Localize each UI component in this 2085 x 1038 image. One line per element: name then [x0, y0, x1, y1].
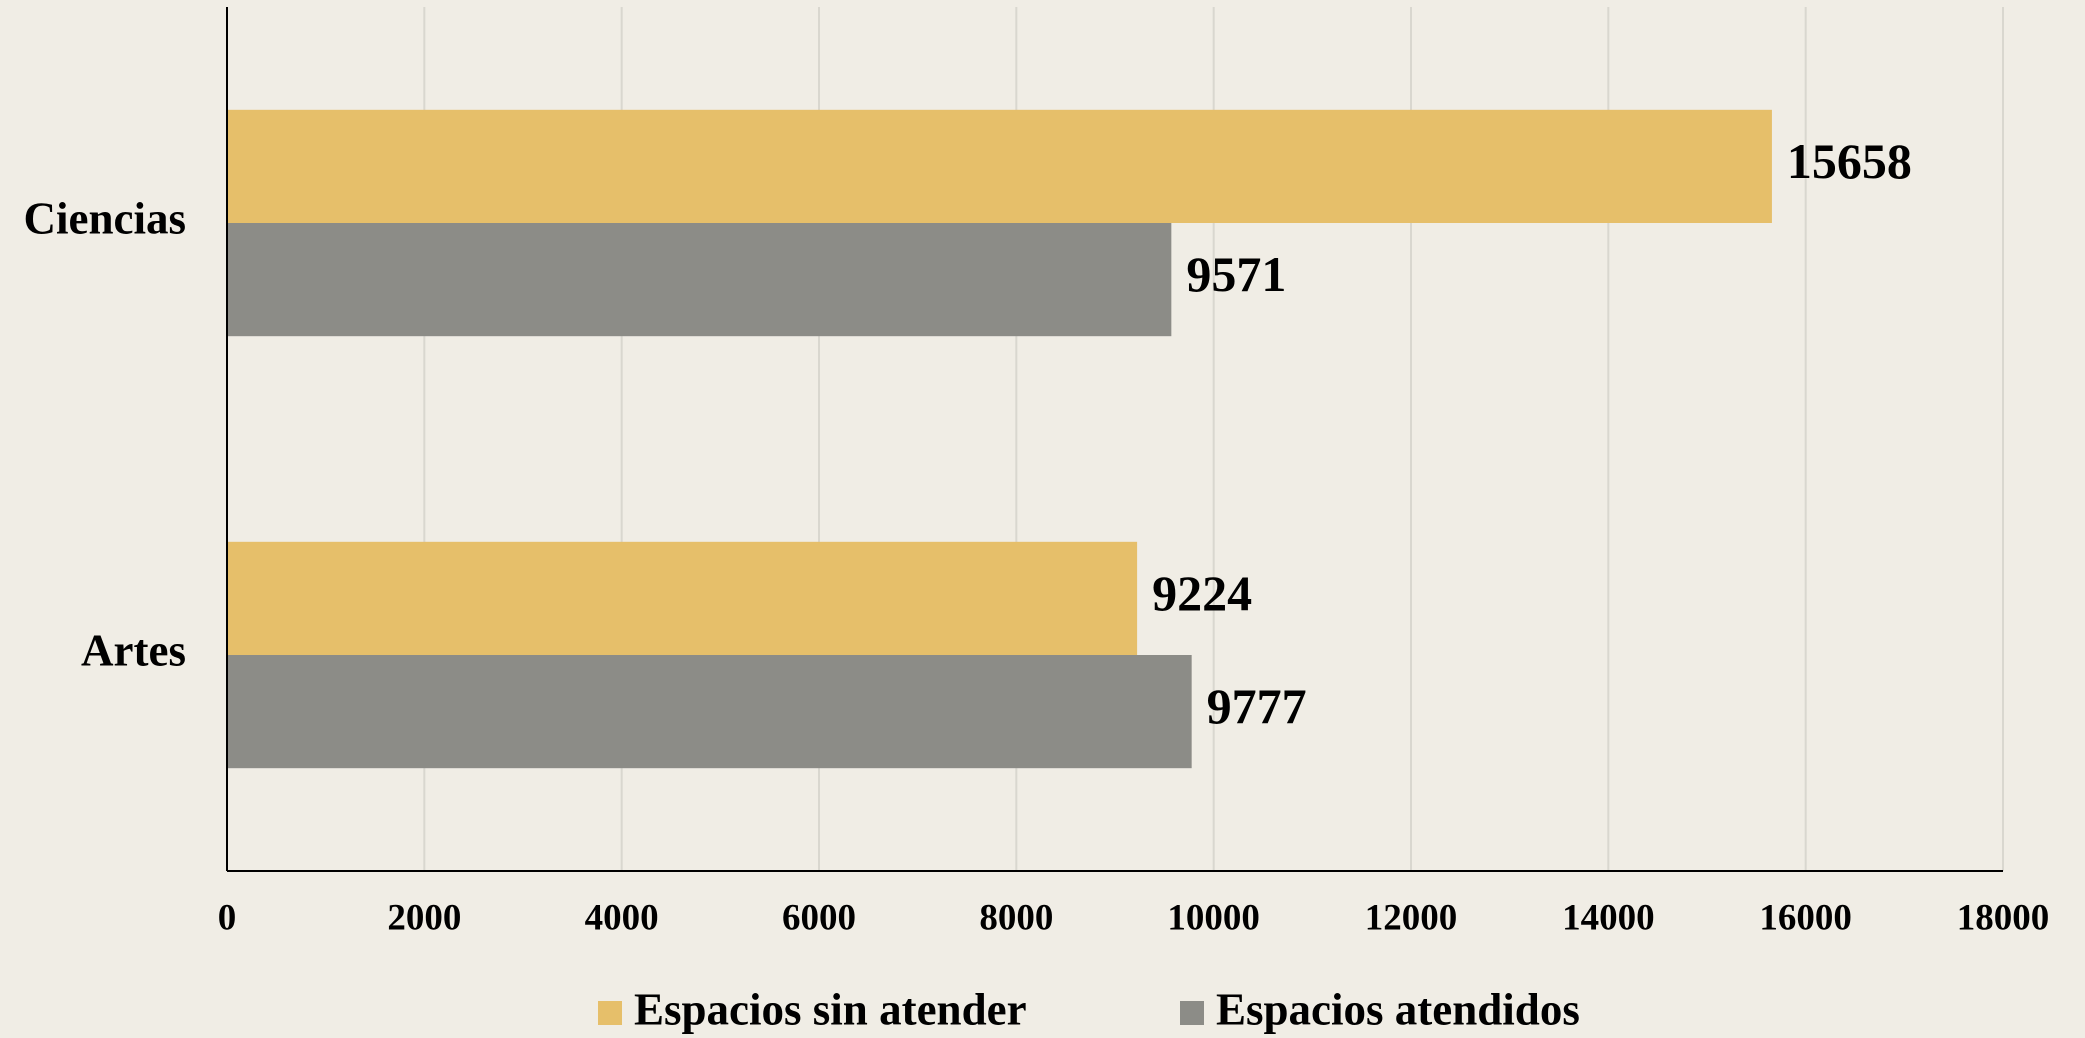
x-tick-label: 0 [218, 897, 237, 938]
x-tick-label: 2000 [387, 897, 461, 938]
legend-label: Espacios sin atender [634, 984, 1027, 1034]
x-tick-label: 8000 [979, 897, 1053, 938]
y-tick-label: Ciencias [24, 193, 187, 243]
x-tick-label: 14000 [1562, 897, 1655, 938]
x-tick-label: 16000 [1759, 897, 1852, 938]
y-tick-label: Artes [81, 625, 186, 675]
bar [227, 109, 1772, 223]
x-tick-label: 18000 [1957, 897, 2050, 938]
data-label: 9777 [1207, 678, 1307, 734]
legend-label: Espacios atendidos [1216, 984, 1580, 1034]
data-label: 9571 [1186, 246, 1286, 302]
x-tick-label: 12000 [1365, 897, 1458, 938]
x-tick-label: 10000 [1167, 897, 1260, 938]
data-label: 15658 [1787, 133, 1912, 189]
legend-swatch [1180, 1001, 1204, 1025]
bar [227, 655, 1192, 769]
bar [227, 541, 1138, 655]
data-label: 9224 [1152, 565, 1252, 621]
x-tick-label: 4000 [585, 897, 659, 938]
x-tick-label: 6000 [782, 897, 856, 938]
bar [227, 223, 1172, 337]
legend-swatch [598, 1001, 622, 1025]
